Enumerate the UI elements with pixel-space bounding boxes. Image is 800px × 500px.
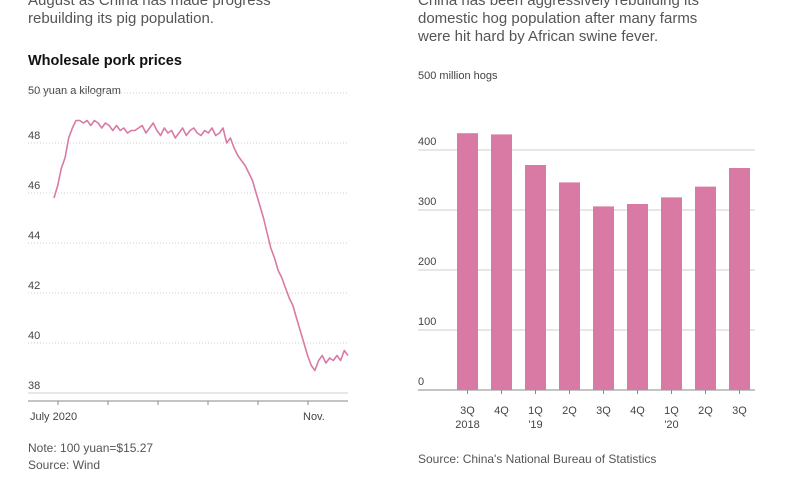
bar-chart-bar xyxy=(627,204,648,390)
bar-chart-bar xyxy=(729,168,750,390)
bar-chart-y-tick-label: 200 xyxy=(418,256,436,268)
bar-chart-x-tick-label: 4Q xyxy=(494,405,509,417)
line-chart: 48 46 44 42 40 38 July 2020 Nov. xyxy=(28,92,349,423)
bar-chart-x-tick-sublabel: '20 xyxy=(664,419,678,431)
line-chart-source: Source: Wind xyxy=(28,458,101,472)
bar-chart-unit-label: 500 million hogs xyxy=(418,70,498,82)
bar-chart: 400 300 200 100 0 3Q 2018 4Q 1Q '19 2Q 3Q 4Q 1Q '20 2Q 3… xyxy=(418,133,755,431)
line-chart-series-line xyxy=(53,119,349,372)
bar-chart-bar xyxy=(661,197,682,390)
line-chart-y-tick-label: 40 xyxy=(28,330,40,342)
bar-chart-source: Source: China's National Bureau of Stati… xyxy=(418,452,657,466)
right-intro-text: China has been aggressively rebuilding i… xyxy=(418,0,700,45)
bar-chart-x-tick-sublabel: '19 xyxy=(528,419,542,431)
bar-chart-bar xyxy=(525,165,546,390)
bar-chart-x-tick-label: 1Q xyxy=(528,405,543,417)
line-chart-y-tick-label: 42 xyxy=(28,280,40,292)
line-chart-title: Wholesale pork prices xyxy=(28,53,182,69)
line-chart-y-tick-label: 46 xyxy=(28,180,40,192)
line-chart-y-tick-label: 38 xyxy=(28,380,40,392)
bar-chart-x-tick-label: 2Q xyxy=(698,405,713,417)
bar-chart-bar xyxy=(559,182,580,390)
bar-chart-x-tick-label: 4Q xyxy=(630,405,645,417)
bar-chart-x-tick-label: 3Q xyxy=(596,405,611,417)
bar-chart-bar xyxy=(593,206,614,390)
line-chart-y-tick-label: 44 xyxy=(28,230,40,242)
line-chart-y-tick-label: 48 xyxy=(28,130,40,142)
bar-chart-bar xyxy=(491,134,512,390)
bar-chart-y-tick-label: 100 xyxy=(418,316,436,328)
bar-chart-y-tick-label: 0 xyxy=(418,376,424,388)
left-intro-text: August as China has made progress rebuil… xyxy=(28,0,271,27)
bar-chart-y-tick-label: 300 xyxy=(418,196,436,208)
bar-chart-x-tick-label: 1Q xyxy=(664,405,679,417)
bar-chart-bar xyxy=(457,133,478,390)
bar-chart-x-tick-label: 2Q xyxy=(562,405,577,417)
bar-chart-y-tick-label: 400 xyxy=(418,136,436,148)
bar-chart-x-tick-label: 3Q xyxy=(460,405,475,417)
line-chart-x-tick-label: Nov. xyxy=(303,411,325,423)
bar-chart-x-tick-label: 3Q xyxy=(732,405,747,417)
bar-chart-x-tick-sublabel: 2018 xyxy=(455,419,479,431)
line-chart-note: Note: 100 yuan=$15.27 xyxy=(28,441,154,455)
line-chart-unit-label: 50 yuan a kilogram xyxy=(28,85,121,97)
bar-chart-bar xyxy=(695,186,716,390)
line-chart-x-tick-label: July 2020 xyxy=(30,411,77,423)
